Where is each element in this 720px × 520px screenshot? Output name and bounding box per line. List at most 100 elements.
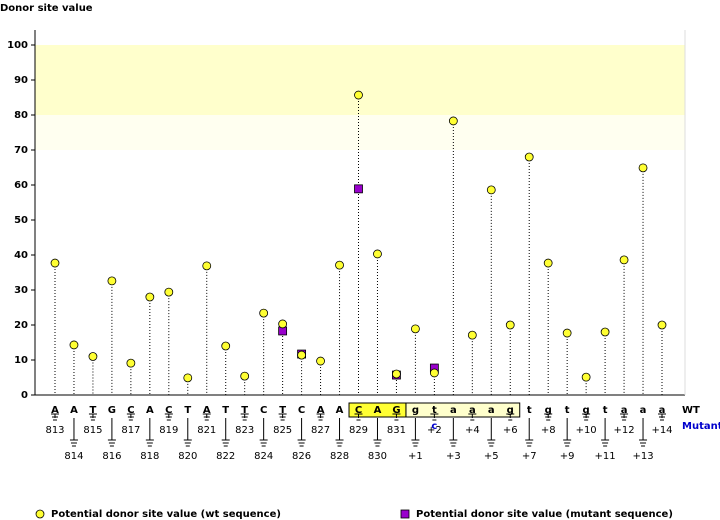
wt-base: A — [146, 405, 154, 416]
wt-base: g — [412, 405, 419, 416]
x-tick-label: 829 — [349, 425, 368, 436]
wt-point — [581, 372, 591, 382]
x-tick-label: +6 — [503, 425, 518, 436]
wt-base: a — [621, 405, 628, 416]
wt-base: T — [222, 405, 229, 416]
wt-base: G — [108, 405, 116, 416]
wt-base: a — [488, 405, 495, 416]
wt-base: g — [507, 405, 514, 416]
y-tick-label: 70 — [14, 145, 28, 156]
wt-base: T — [184, 405, 191, 416]
wt-base: T — [90, 405, 97, 416]
wt-point — [297, 350, 306, 360]
wt-point — [600, 327, 610, 337]
wt-base: C — [298, 405, 305, 416]
y-tick-label: 30 — [14, 285, 28, 296]
x-tick-label: 819 — [159, 425, 178, 436]
wt-base: C — [165, 405, 172, 416]
wt-base: G — [392, 405, 400, 416]
wt-point — [278, 319, 288, 329]
x-tick-label: 830 — [368, 451, 387, 462]
shaded-band — [35, 45, 685, 115]
x-tick-label: 816 — [102, 451, 121, 462]
wt-point — [335, 260, 344, 270]
x-tick-label: 823 — [235, 425, 254, 436]
legend-symbol — [35, 509, 45, 519]
x-tick-label: +12 — [614, 425, 635, 436]
x-tick-label: 820 — [178, 451, 197, 462]
wt-point — [221, 341, 231, 351]
wt-point — [88, 352, 98, 361]
wt-base: A — [317, 405, 325, 416]
wt-point — [392, 369, 401, 379]
wt-point — [429, 368, 439, 378]
y-tick-label: 60 — [14, 180, 28, 191]
wt-base: a — [469, 405, 476, 416]
x-tick-label: +3 — [446, 451, 461, 462]
wt-point — [316, 356, 325, 366]
wt-base: A — [336, 405, 344, 416]
x-tick-label: +8 — [541, 425, 556, 436]
wt-base: A — [70, 405, 78, 416]
wt-point — [562, 328, 572, 338]
x-tick-label: +11 — [595, 451, 616, 462]
wt-point — [240, 371, 250, 381]
wt-point — [467, 330, 477, 340]
wt-point — [202, 261, 212, 271]
wt-point — [543, 258, 553, 268]
wt-point — [619, 255, 629, 265]
legend-label: Potential donor site value (wt sequence) — [51, 509, 281, 520]
wt-point — [486, 185, 496, 195]
x-tick-label: +2 — [427, 425, 442, 436]
y-tick-label: 20 — [14, 320, 28, 331]
wt-base: a — [640, 405, 647, 416]
wt-base: T — [241, 405, 248, 416]
y-tick-label: 10 — [14, 355, 28, 366]
x-tick-label: 813 — [45, 425, 64, 436]
wt-point — [126, 358, 136, 368]
wt-point — [69, 340, 79, 350]
wt-point — [259, 308, 269, 318]
x-tick-label: 822 — [216, 451, 235, 462]
wt-point — [638, 163, 648, 173]
y-tick-label: 0 — [21, 390, 28, 401]
y-tick-label: 90 — [14, 75, 28, 86]
row-label-wt: WT — [682, 405, 700, 416]
x-tick-label: 818 — [140, 451, 159, 462]
wt-base: A — [203, 405, 211, 416]
wt-base: C — [355, 405, 362, 416]
x-tick-label: +9 — [560, 451, 575, 462]
wt-point — [354, 90, 363, 100]
row-label-mutant: Mutant — [682, 421, 720, 432]
x-tick-label: 824 — [254, 451, 273, 462]
wt-base: t — [603, 405, 608, 416]
x-tick-label: 815 — [83, 425, 102, 436]
wt-point — [448, 116, 458, 126]
wt-point — [505, 320, 515, 330]
wt-point — [524, 152, 534, 162]
wt-base: A — [374, 405, 382, 416]
x-tick-label: +14 — [651, 425, 672, 436]
x-tick-label: +4 — [465, 425, 480, 436]
wt-base: t — [527, 405, 532, 416]
x-tick-label: 828 — [330, 451, 349, 462]
x-tick-label: +7 — [522, 451, 537, 462]
legend-label: Potential donor site value (mutant seque… — [416, 509, 673, 520]
legend-symbol — [400, 509, 410, 519]
x-tick-label: 817 — [121, 425, 140, 436]
y-tick-label: 80 — [14, 110, 28, 121]
x-tick-label: 826 — [292, 451, 311, 462]
wt-point — [164, 287, 174, 297]
wt-base: C — [260, 405, 267, 416]
wt-point — [107, 276, 117, 286]
x-tick-label: +1 — [408, 451, 423, 462]
wt-point — [411, 324, 420, 334]
y-tick-label: 40 — [14, 250, 28, 261]
x-tick-label: +13 — [632, 451, 653, 462]
wt-base: t — [432, 405, 437, 416]
wt-base: a — [450, 405, 457, 416]
wt-base: g — [545, 405, 552, 416]
faded-band — [35, 115, 685, 150]
wt-point — [657, 320, 667, 330]
